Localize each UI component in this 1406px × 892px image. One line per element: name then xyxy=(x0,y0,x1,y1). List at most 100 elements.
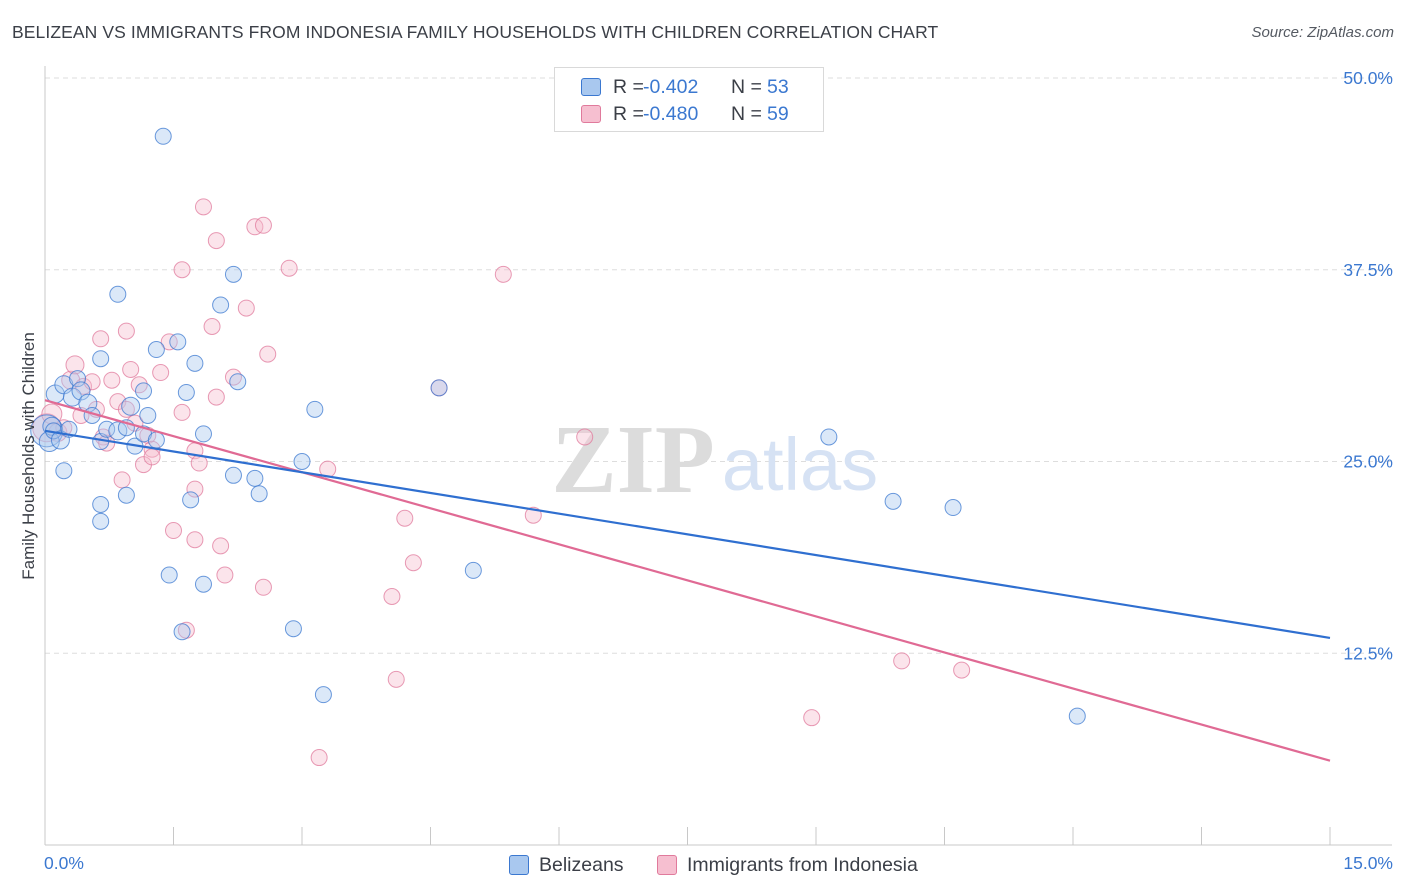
legend-r-label: R = xyxy=(613,75,644,98)
belizeans-point xyxy=(306,400,324,418)
indonesia-point xyxy=(207,388,225,406)
belizeans-point xyxy=(944,499,962,517)
belizeans-point xyxy=(109,285,127,303)
belizeans-point xyxy=(55,462,73,480)
belizeans-point xyxy=(212,296,230,314)
belizeans-trend-line xyxy=(44,429,1331,639)
belizeans-point xyxy=(182,491,200,509)
legend-r-value: -0.402 xyxy=(643,75,699,98)
indonesia-trend-line xyxy=(44,399,1331,762)
indonesia-point xyxy=(207,232,225,250)
indonesia-point xyxy=(130,376,148,394)
legend-item-belizeans: Belizeans xyxy=(509,851,624,879)
belizeans-legend-icon xyxy=(509,855,529,875)
axes xyxy=(44,66,1392,846)
legend-row-indonesia: R = -0.480 N = 59 xyxy=(581,101,789,127)
belizeans-point xyxy=(108,421,128,441)
indonesia-point xyxy=(237,299,255,317)
belizeans-point xyxy=(884,492,902,510)
belizeans-point xyxy=(186,354,204,372)
legend-n-label: N = xyxy=(731,75,762,98)
belizeans-point xyxy=(160,566,178,584)
legend-item-indonesia: Immigrants from Indonesia xyxy=(657,851,918,879)
x-tick-labels: 0.0% 15.0% xyxy=(44,853,1393,873)
legend-n-value: 59 xyxy=(767,102,789,125)
indonesia-point xyxy=(173,261,191,279)
indonesia-point xyxy=(186,531,204,549)
watermark-atlas: atlas xyxy=(722,423,878,506)
indonesia-point xyxy=(117,322,135,340)
belizeans-point xyxy=(246,469,264,487)
belizeans-point xyxy=(139,406,157,424)
indonesia-point xyxy=(310,749,328,767)
legend-n-label: N = xyxy=(731,102,762,125)
belizeans-point xyxy=(92,495,110,513)
belizeans-point xyxy=(121,396,141,416)
legend-n-value: 53 xyxy=(767,75,789,98)
indonesia-point xyxy=(173,403,191,421)
belizeans-point xyxy=(154,127,172,145)
indonesia-point xyxy=(259,345,277,363)
belizeans-point xyxy=(135,382,153,400)
indonesia-point xyxy=(203,318,221,336)
indonesia-point xyxy=(65,355,85,375)
belizeans-point xyxy=(314,686,332,704)
indonesia-point xyxy=(216,566,234,584)
belizeans-point xyxy=(250,485,268,503)
indonesia-point xyxy=(494,265,512,283)
indonesia-point xyxy=(246,218,264,236)
x-tick-label-min: 0.0% xyxy=(44,853,84,873)
belizeans-point xyxy=(169,333,187,351)
source-label: Source: ZipAtlas.com xyxy=(1251,24,1394,41)
indonesia-point xyxy=(117,400,135,418)
belizeans-point xyxy=(224,265,242,283)
belizeans-point xyxy=(229,373,247,391)
belizeans-point xyxy=(293,453,311,470)
indonesia-legend-icon xyxy=(657,855,677,875)
indonesia-point xyxy=(186,480,204,498)
belizeans-point xyxy=(69,370,87,388)
y-tick-label: 50.0% xyxy=(1343,68,1393,88)
belizeans-point xyxy=(92,350,110,368)
trend-lines xyxy=(44,399,1331,762)
legend-label-belizeans: Belizeans xyxy=(539,853,624,876)
indonesia-point xyxy=(160,333,178,351)
indonesia-point xyxy=(893,652,911,670)
belizeans-point xyxy=(147,431,165,449)
belizeans-point xyxy=(430,379,448,397)
indonesia-point xyxy=(383,587,401,605)
y-axis-label: Family Households with Children xyxy=(19,332,38,580)
grid-lines xyxy=(45,77,1392,654)
belizeans-swatch-icon xyxy=(581,78,601,96)
indonesia-point xyxy=(404,554,422,572)
indonesia-point xyxy=(122,360,140,378)
y-tick-labels: 12.5% 25.0% 37.5% 50.0% xyxy=(1343,68,1393,663)
belizeans-point xyxy=(1068,707,1086,725)
belizeans-point xyxy=(464,561,482,579)
legend-r-value: -0.480 xyxy=(643,102,699,125)
belizeans-point xyxy=(820,428,838,446)
indonesia-point xyxy=(254,216,272,234)
indonesia-point xyxy=(152,364,170,382)
belizeans-point xyxy=(92,512,110,530)
watermark-zip: ZIP xyxy=(551,406,714,514)
series-legend: Belizeans Immigrants from Indonesia xyxy=(0,851,1406,879)
indonesia-point xyxy=(194,198,212,216)
indonesia-point xyxy=(212,537,230,555)
chart-title: BELIZEAN VS IMMIGRANTS FROM INDONESIA FA… xyxy=(12,22,939,42)
indonesia-point xyxy=(387,670,405,688)
y-tick-label: 37.5% xyxy=(1343,260,1393,280)
belizeans-point xyxy=(224,466,242,484)
indonesia-point xyxy=(953,661,971,679)
belizeans-point xyxy=(71,381,91,401)
belizeans-point xyxy=(194,425,212,443)
belizeans-point xyxy=(177,383,195,401)
indonesia-point xyxy=(143,448,161,466)
belizeans-point xyxy=(173,623,191,641)
indonesia-point xyxy=(576,428,594,446)
y-tick-label: 25.0% xyxy=(1343,452,1393,472)
indonesia-point xyxy=(280,259,298,277)
series-indonesia-points xyxy=(32,198,971,767)
belizeans-point xyxy=(194,575,212,593)
